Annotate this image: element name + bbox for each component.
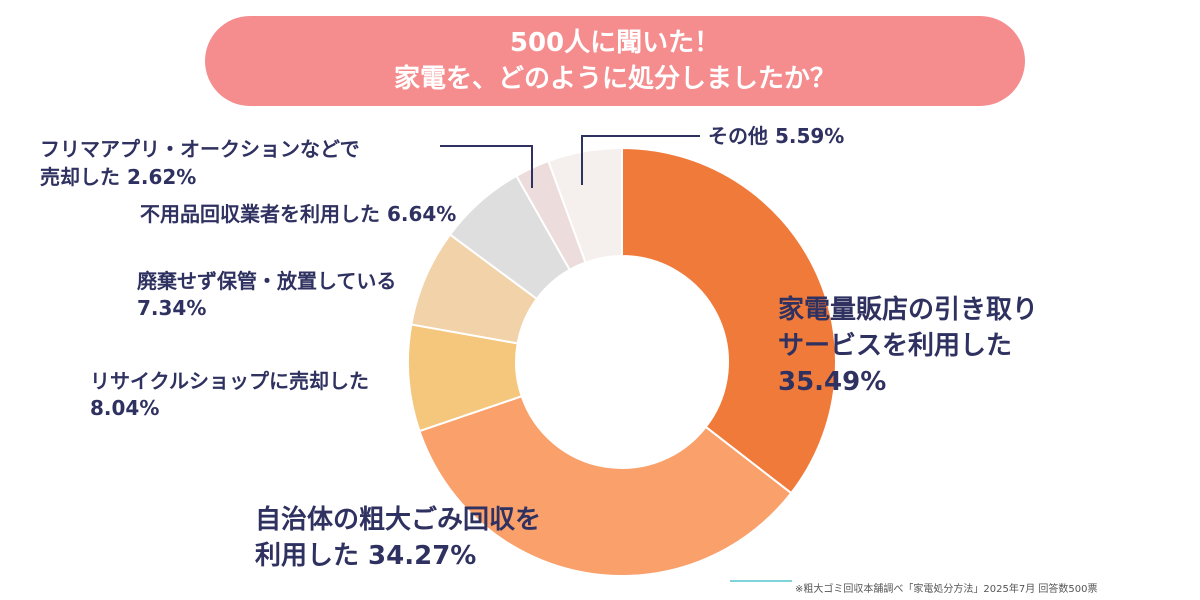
value-recycle-shop: 8.04% [90,396,159,420]
label-other: その他 5.59% [708,124,844,148]
donut-slice-0 [621,146,837,495]
value-kept: 7.34% [137,296,206,320]
title-line-2: 家電を、どのように処分しましたか？ [393,64,836,94]
footnote: ※粗大ゴミ回収本舗調べ「家電処分方法」2025年7月 回答数500票 [795,584,1098,595]
footnote-accent-line [730,580,792,582]
donut-slice-6 [547,146,623,264]
leader-line-flea-market [440,145,533,188]
leader-line-other [581,135,700,185]
label-municipal: 自治体の粗大ごみ回収を [255,504,541,535]
label-flea-market-2: 売却した 2.62% [40,165,196,189]
label-electronics-store-2: サービスを利用した [778,331,1012,361]
label-kept: 廃棄せず保管・放置している [137,269,396,293]
label-flea-market: フリマアプリ・オークションなどで [40,137,360,161]
value-electronics-store: 35.49% [778,367,886,397]
label-recycle-shop: リサイクルショップに売却した [90,369,369,393]
label-municipal-2: 利用した 34.27% [255,541,476,571]
donut-slices [407,146,837,577]
label-electronics-store: 家電量販店の引き取り [778,294,1038,325]
donut-slice-1 [418,394,793,577]
title-banner: 500人に聞いた！ 家電を、どのように処分しましたか？ [205,16,1025,106]
label-collector: 不用品回収業者を利用した 6.64% [140,202,456,226]
title-line-1: 500人に聞いた！ [509,28,721,58]
